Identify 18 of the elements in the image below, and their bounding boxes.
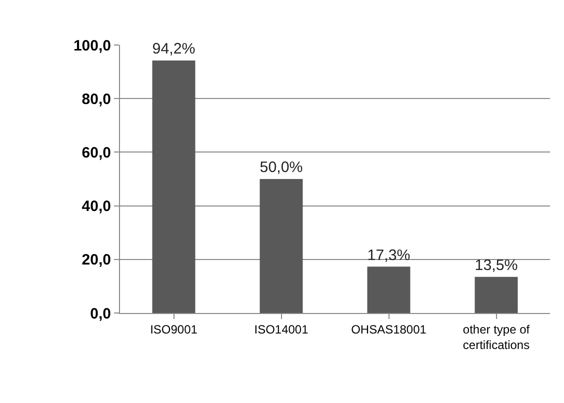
x-tick-label: ISO9001 [150, 322, 198, 336]
x-tick-label: other type of certifications [462, 322, 530, 352]
y-tick-label: 20,0 [82, 252, 111, 269]
data-label: 17,3% [367, 246, 410, 264]
data-label: 13,5% [474, 257, 518, 274]
x-tick-label: OHSAS18001 [351, 322, 427, 336]
y-tick-label: 40,0 [82, 198, 111, 216]
bar [260, 179, 303, 313]
y-tick-label: 80,0 [82, 90, 111, 108]
y-tick-label: 100,0 [73, 37, 111, 54]
bar [367, 266, 410, 313]
bar [152, 60, 196, 313]
data-label: 94,2% [152, 40, 196, 58]
x-tick-label: ISO14001 [254, 322, 309, 336]
bar [474, 276, 518, 313]
y-tick-label: 0,0 [90, 305, 111, 322]
data-label: 50,0% [260, 159, 303, 176]
y-tick-label: 60,0 [82, 144, 111, 162]
